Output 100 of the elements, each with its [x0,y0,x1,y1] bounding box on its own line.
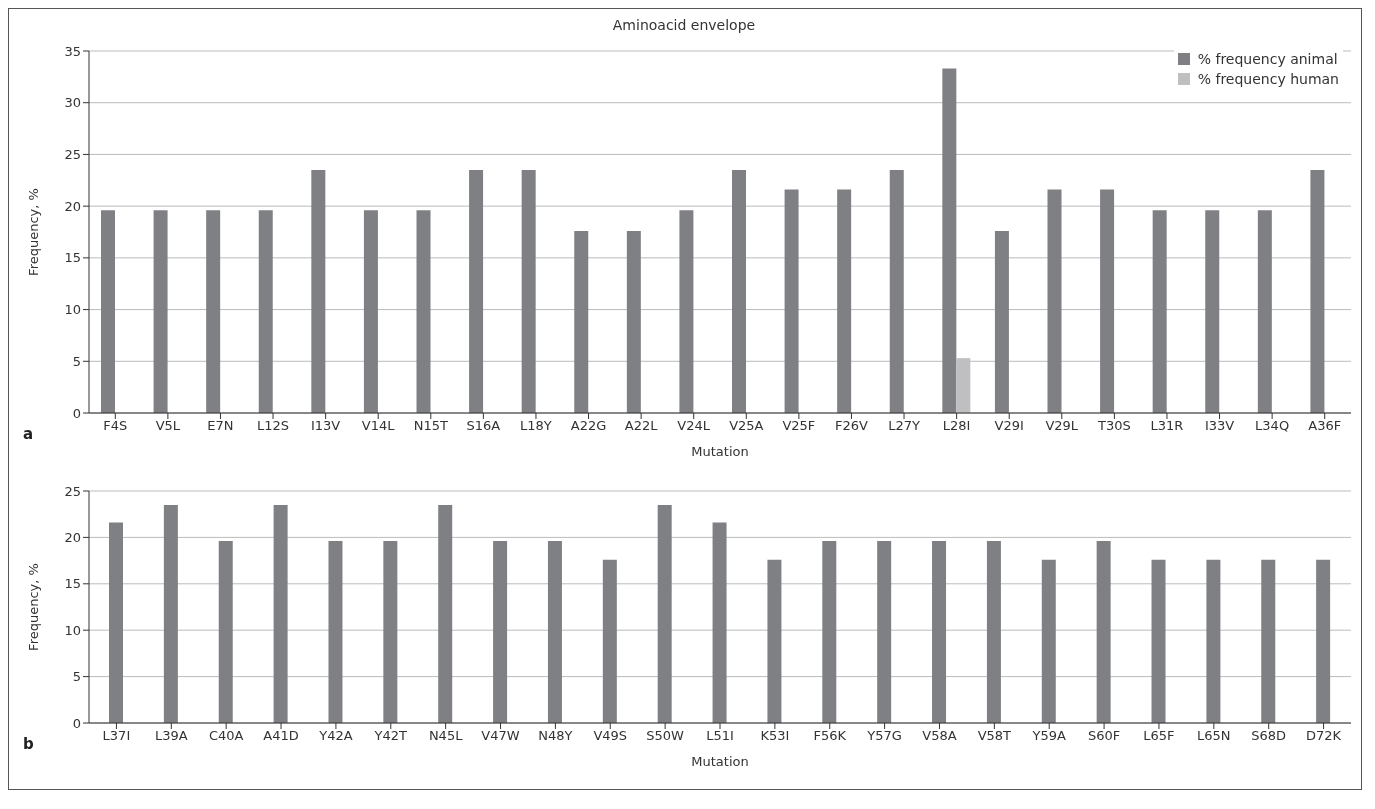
bar [363,210,378,413]
bar [732,169,746,413]
bar [602,559,617,723]
x-tick-label: V24L [677,418,711,434]
y-tick-label: 0 [72,405,81,421]
x-tick-label: V5L [155,418,181,434]
bar [258,210,273,413]
x-tick-label: V58A [922,728,957,744]
bar [679,210,694,413]
bar [932,541,947,723]
x-tick-label: S50W [646,728,685,744]
x-tick-label: Y42T [373,728,408,744]
bar [383,541,398,723]
bar [1152,210,1167,413]
x-tick-label: A41D [263,728,299,744]
x-axis-title: Mutation [691,444,749,460]
text: b [23,735,34,753]
bar [493,541,508,723]
x-tick-label: L65F [1143,728,1175,744]
bar [784,189,799,413]
x-tick-label: S60F [1087,728,1121,744]
x-tick-label: E7N [207,418,234,434]
x-tick-label: A22G [570,418,607,434]
legend-label: % frequency human [1197,70,1339,89]
x-tick-label: S16A [466,418,501,434]
x-tick-label: L34Q [1255,418,1290,434]
x-tick-label: L39A [154,728,188,744]
bar [206,210,221,413]
x-tick-label: V58T [977,728,1012,744]
bar [889,169,904,413]
x-tick-label: F26V [835,418,869,434]
bar [1047,189,1062,413]
bar [1151,559,1166,723]
bar [1261,559,1276,723]
y-tick-label: 20 [64,198,81,214]
x-tick-label: V29L [1045,418,1079,434]
x-tick-label: L18Y [520,418,552,434]
bar [163,504,178,723]
x-tick-label: D72K [1306,728,1342,744]
bar [1205,210,1220,413]
x-tick-label: L27Y [888,418,920,434]
x-tick-label: V47W [481,728,520,744]
x-tick-label: V14L [361,418,396,434]
x-tick-label: F4S [103,418,128,434]
y-tick-label: 0 [72,715,81,731]
x-tick-label: T30S [1097,418,1131,434]
x-tick-label: N15T [413,418,448,434]
bar [1206,559,1221,723]
y-tick-label: 10 [64,622,81,638]
y-tick-label: 5 [72,353,81,369]
x-tick-label: N45L [428,728,464,744]
x-axis-title: Mutation [691,754,749,770]
x-tick-label: L12S [257,418,290,434]
bar [657,504,672,723]
legend-label: % frequency animal [1197,50,1338,69]
y-tick-label: 30 [64,95,81,111]
x-tick-label: L51I [706,728,734,744]
x-tick-label: L31R [1150,418,1184,434]
bar [311,169,326,413]
x-tick-label: S68D [1251,728,1287,744]
x-tick-label: A22L [624,418,659,434]
y-tick-label: 15 [64,250,81,266]
x-tick-label: L37I [102,728,131,744]
bar [942,68,957,413]
bar [994,230,1009,413]
bar [1257,210,1272,413]
x-tick-label: V49S [593,728,628,744]
bar [1316,559,1331,723]
bar [837,189,852,413]
bar [153,210,168,413]
bar [273,504,288,723]
bar [822,541,837,723]
text: a [23,425,34,443]
bar [574,230,589,413]
bar [101,210,115,413]
x-tick-label: C40A [208,728,244,744]
bar [469,169,484,413]
y-tick-label: 15 [64,576,81,592]
x-tick-label: Y42A [318,728,353,744]
x-tick-label: Y57G [866,728,902,744]
x-tick-label: N48Y [538,728,573,744]
y-axis-title: Frequency, % [25,188,41,276]
chart-title: Aminoacid envelope [611,16,757,35]
x-tick-label: L65N [1197,728,1231,744]
x-tick-label: K53I [760,728,790,744]
y-tick-label: 20 [64,530,81,546]
x-tick-label: V25A [729,418,764,434]
bar [109,522,123,723]
bar [1100,189,1115,413]
bar [986,541,1001,723]
x-tick-label: A36F [1308,418,1342,434]
y-tick-label: 10 [64,302,81,318]
bar [877,541,892,723]
bar [438,504,453,723]
x-tick-label: V29I [994,418,1024,434]
bar [1041,559,1056,723]
bar [328,541,343,723]
x-tick-label: V25F [782,418,816,434]
y-tick-label: 25 [64,483,81,499]
x-tick-label: L28I [942,418,971,434]
